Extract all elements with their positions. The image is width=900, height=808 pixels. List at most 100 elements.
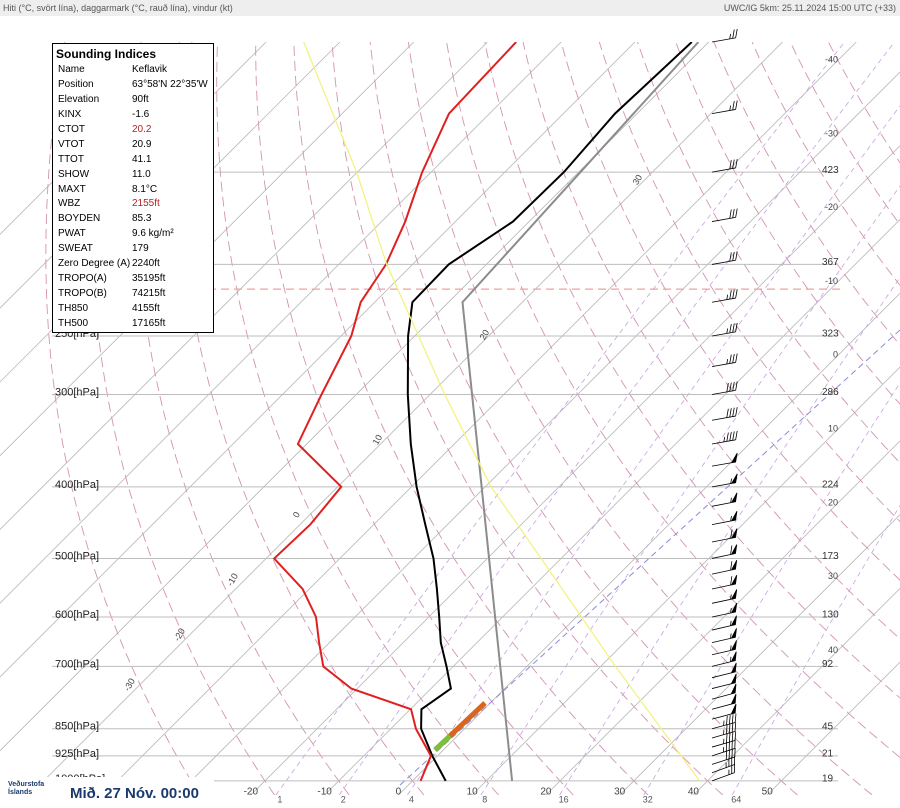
reference-line — [399, 329, 900, 786]
profiles — [52, 42, 900, 786]
wind-barb — [711, 289, 738, 303]
barb-shape — [711, 615, 737, 631]
index-label: KINX — [58, 108, 82, 120]
wind-barb — [711, 544, 738, 559]
height-label: 173 — [822, 551, 839, 562]
isotherm — [766, 661, 900, 795]
wind-barb — [711, 492, 738, 507]
index-label: TH850 — [58, 303, 89, 315]
wind-barb — [711, 640, 737, 656]
y-tick-label: 850[hPa] — [55, 721, 99, 733]
isotherm-label: -40 — [825, 55, 838, 65]
parcel-segment-base — [433, 734, 452, 752]
wind-barb — [711, 673, 737, 689]
barb-shape — [711, 452, 738, 467]
index-row: BOYDEN 85.3 — [58, 213, 213, 227]
isotherm-label: 10 — [828, 424, 838, 434]
isotherm — [0, 42, 636, 678]
index-value: 11.0 — [132, 168, 151, 180]
height-label: 323 — [822, 329, 839, 340]
barb-shape — [711, 381, 738, 395]
y-tick-label: 600[hPa] — [55, 609, 99, 621]
profile-line — [272, 42, 517, 782]
barb-shape — [711, 544, 738, 559]
index-label: VTOT — [58, 138, 85, 150]
index-value: 41.1 — [132, 153, 152, 165]
wind-barb — [711, 662, 737, 679]
footer: Veðurstofa Íslands Mið. 27 Nóv. 00:00 — [0, 777, 214, 808]
isotherm — [0, 42, 341, 383]
index-label: MAXT — [58, 183, 86, 195]
dry-adiabat — [255, 42, 574, 795]
mixing-ratio-line — [480, 185, 900, 795]
profile-line — [303, 42, 700, 782]
mixing-ratio-line — [407, 105, 900, 795]
mixing-ratio-label: 8 — [482, 794, 487, 804]
index-row: TH500 17165ft — [58, 318, 213, 332]
x-tick-label: -10 — [317, 787, 332, 798]
wind-barb — [711, 574, 738, 590]
y-tick-label: 500[hPa] — [55, 550, 99, 562]
barb-shape — [711, 322, 738, 337]
barb-shape — [711, 747, 736, 765]
x-tick-label: 20 — [540, 787, 552, 798]
barb-shape — [711, 492, 738, 507]
barb-shape — [711, 528, 738, 543]
mixing-ratio-label: 64 — [731, 794, 741, 804]
index-row: Zero Degree (A) 2240ft — [58, 258, 213, 272]
index-label: TH500 — [58, 317, 89, 329]
dry-adiabat — [675, 42, 900, 405]
x-tick-label: 50 — [762, 787, 774, 798]
barb-shape — [711, 662, 737, 679]
dry-adiabat — [484, 42, 900, 699]
index-row: KINX -1.6 — [58, 109, 213, 123]
wind-barb — [711, 430, 738, 445]
barb-shape — [711, 560, 738, 575]
mixing-ratio-label: 16 — [559, 794, 569, 804]
barb-shape — [711, 693, 737, 710]
index-value: 63°58'N 22°35'W — [132, 78, 208, 90]
barb-shape — [711, 28, 738, 43]
barb-shape — [711, 673, 737, 689]
wind-barb — [711, 628, 737, 644]
valid-time: Mið. 27 Nóv. 00:00 — [70, 785, 199, 802]
dry-adiabat — [828, 42, 900, 164]
index-label: BOYDEN — [58, 213, 101, 225]
dry-adiabat — [789, 42, 900, 226]
index-row: TTOT 41.1 — [58, 154, 213, 168]
barb-shape — [711, 602, 738, 618]
wind-barb — [711, 763, 735, 782]
barb-shape — [711, 731, 737, 748]
barb-shape — [711, 722, 737, 739]
index-value: 2155ft — [132, 198, 160, 210]
isotherm-label: 20 — [828, 497, 838, 507]
dry-adiabat — [522, 42, 900, 640]
height-label: 45 — [822, 721, 834, 732]
wind-barb — [711, 381, 738, 395]
isotherm — [29, 42, 783, 795]
isotherm-label: 30 — [828, 571, 838, 581]
index-label: Elevation — [58, 93, 100, 105]
index-label: Name — [58, 64, 85, 75]
barb-shape — [711, 159, 738, 173]
mixing-ratio-label: 32 — [643, 794, 653, 804]
height-label: 286 — [822, 387, 839, 398]
index-value: 74215ft — [132, 288, 166, 300]
index-value: 2240ft — [132, 258, 160, 270]
profile-line — [461, 42, 700, 782]
x-tick-label: -20 — [244, 787, 259, 798]
height-label: 19 — [822, 774, 834, 785]
mixing-ratio-line — [643, 382, 900, 795]
index-label: TROPO(A) — [58, 273, 107, 285]
y-tick-label: 300[hPa] — [55, 386, 99, 398]
isotherm — [0, 42, 488, 530]
mixing-ratio-label: 4 — [409, 794, 414, 804]
wind-barb — [711, 208, 738, 222]
header: Hiti (°C, svört lína), daggarmark (°C, r… — [0, 0, 900, 16]
wind-barb — [711, 693, 737, 710]
curve-label: 30 — [631, 173, 645, 187]
indices-panel: Sounding Indices Name Keflavik Position 63°… — [52, 43, 214, 333]
curve-label: -10 — [225, 572, 240, 588]
